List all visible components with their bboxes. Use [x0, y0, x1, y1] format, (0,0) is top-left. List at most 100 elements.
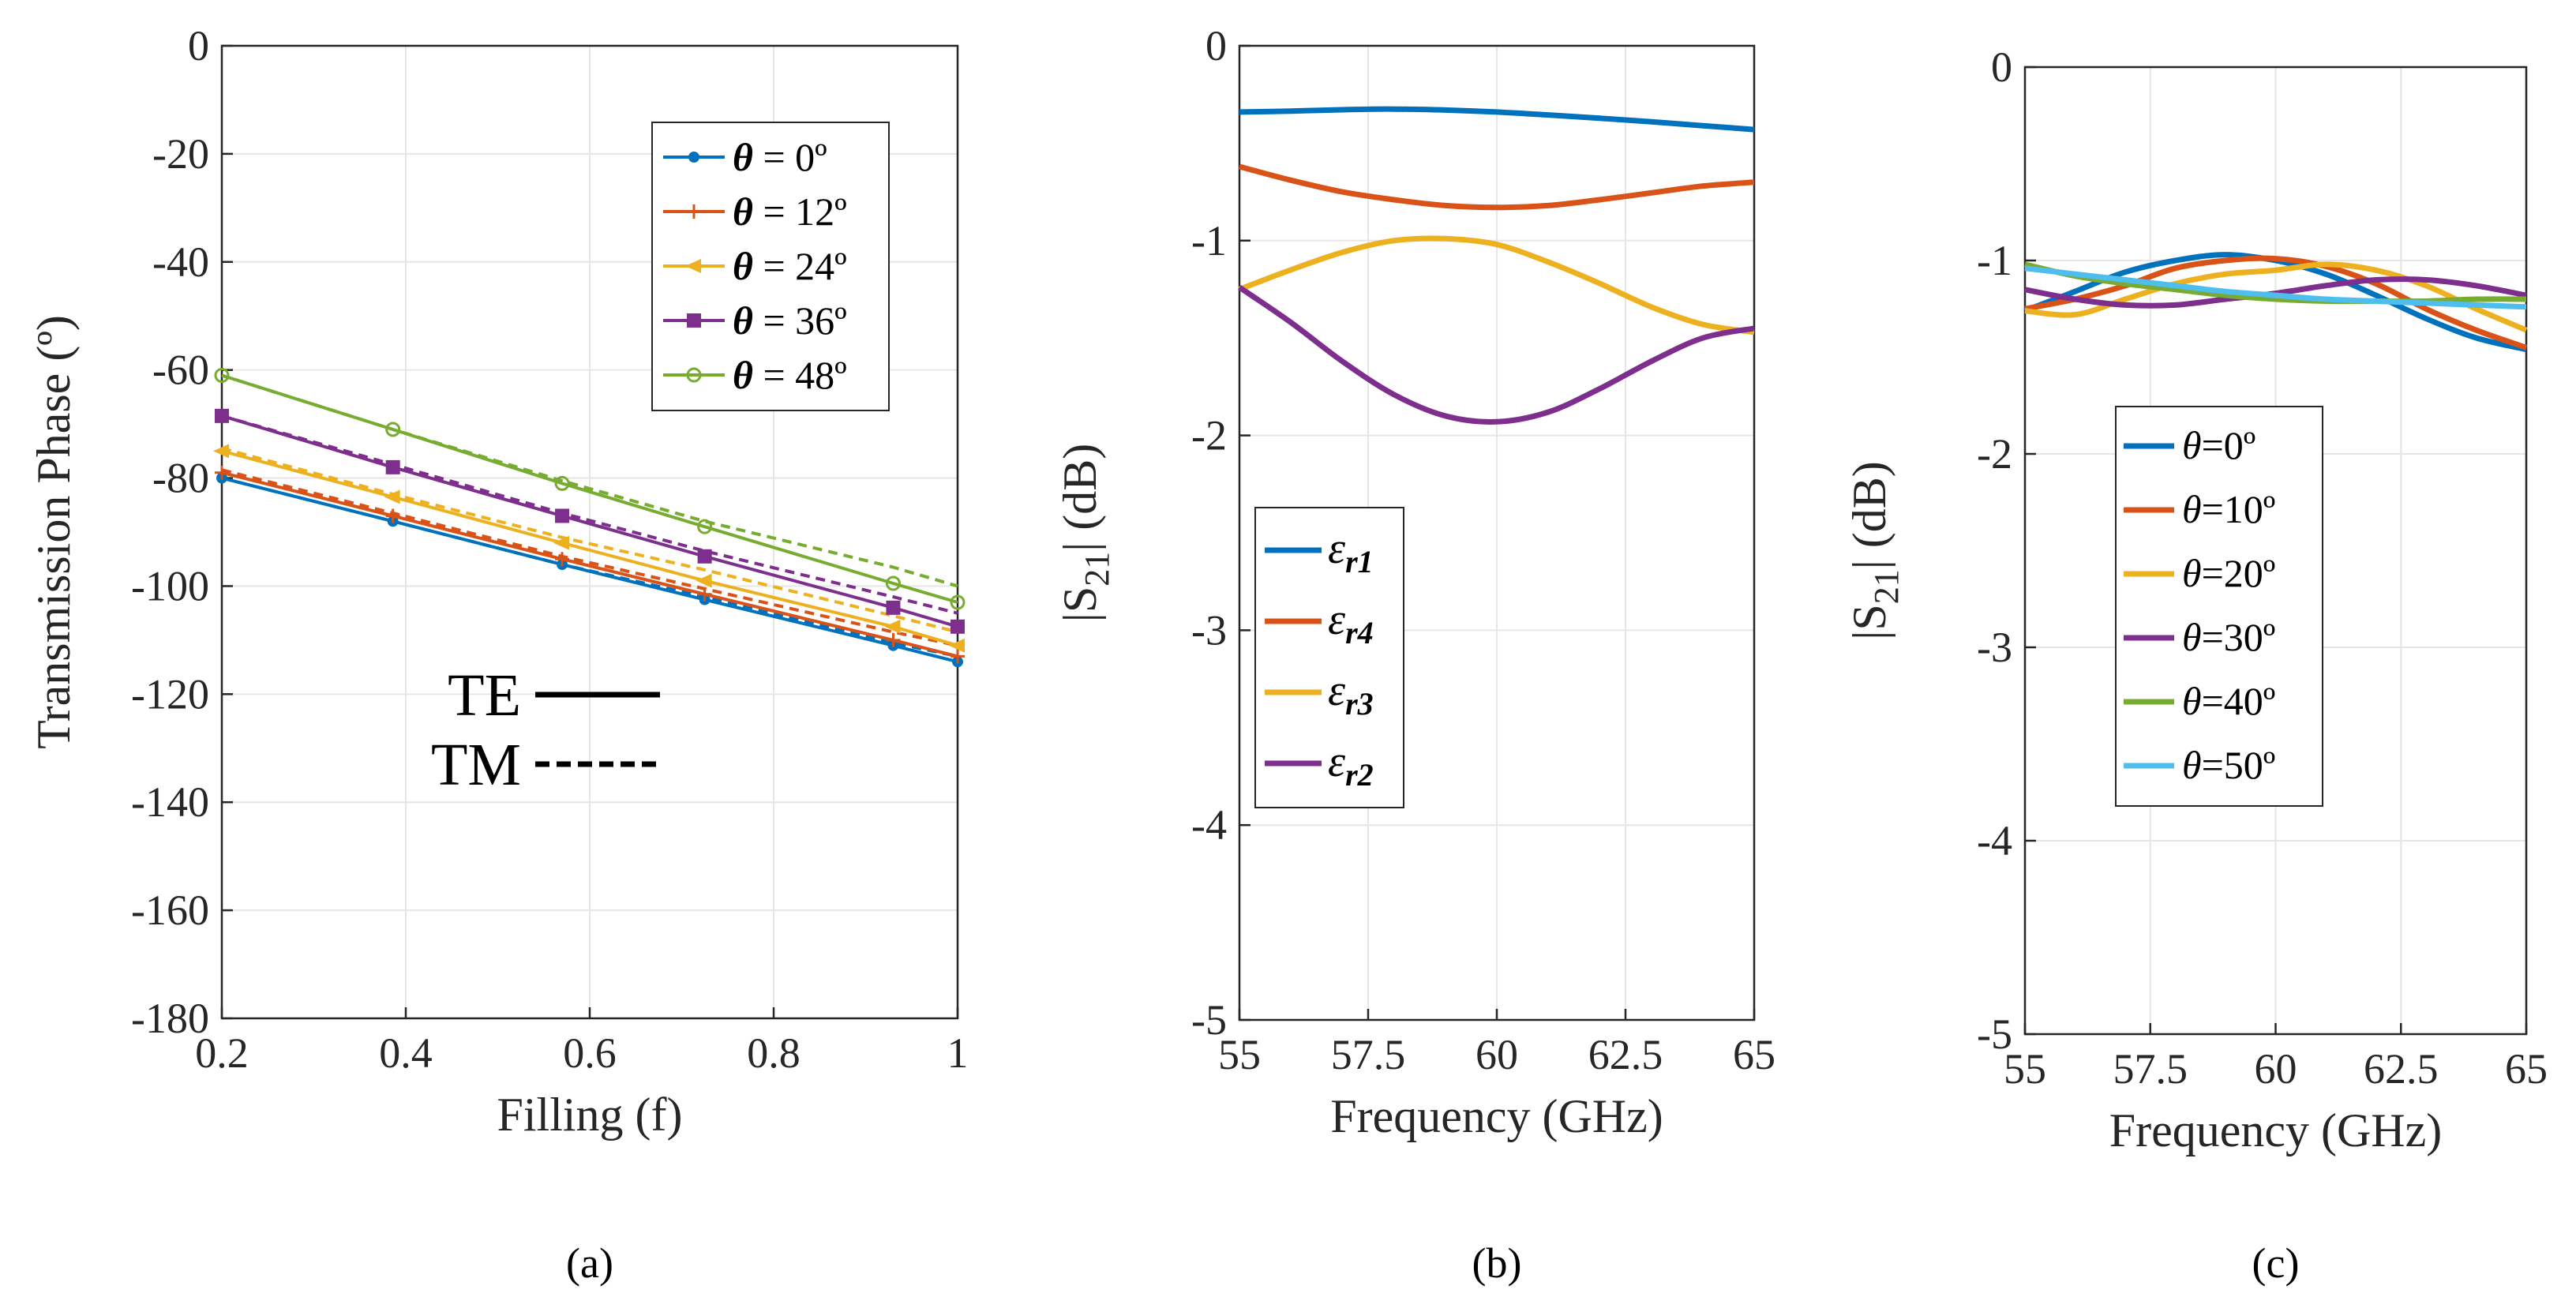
legend-marker	[687, 204, 701, 219]
legend-marker	[688, 152, 699, 163]
x-axis-label: Frequency (GHz)	[1330, 1090, 1663, 1142]
x-tick-label: 55	[2004, 1045, 2046, 1093]
style-legend-label-tm: TM	[431, 732, 521, 798]
data-point	[384, 489, 400, 504]
legend-label: εr4	[1328, 595, 1374, 650]
x-tick-label: 65	[1733, 1031, 1775, 1078]
data-point	[215, 465, 229, 480]
legend-box	[2115, 406, 2323, 807]
y-axis-label-sub: 21	[1867, 569, 1906, 604]
data-point	[951, 649, 965, 664]
legend-rest: =0º	[2202, 423, 2256, 467]
legend-theta: θ	[2182, 487, 2202, 531]
x-tick-label: 62.5	[2364, 1045, 2439, 1093]
legend-label: θ=0º	[2182, 423, 2255, 467]
y-tick-label: 0	[1206, 22, 1227, 69]
y-tick-label: -60	[152, 347, 209, 394]
y-axis-label-part: | (dB)	[1054, 444, 1106, 552]
legend-theta: θ	[2182, 743, 2202, 787]
y-tick-label: -4	[1977, 817, 2012, 864]
series-line	[1239, 106, 1755, 133]
data-point	[884, 619, 901, 634]
x-tick-label: 1	[947, 1029, 969, 1077]
panel-caption: (a)	[566, 1239, 613, 1287]
data-point	[553, 535, 570, 550]
panel-caption: (c)	[2252, 1239, 2300, 1287]
x-tick-label: 0.2	[195, 1029, 249, 1077]
plot-frame	[220, 44, 959, 1020]
y-axis-label-part: |S	[1843, 604, 1895, 639]
x-tick-label: 0.4	[379, 1029, 433, 1077]
y-tick-label: -100	[131, 562, 209, 609]
y-tick-label: -40	[152, 238, 209, 286]
y-tick-label: -140	[131, 778, 209, 826]
y-axis-label: |S21| (dB)	[1054, 444, 1116, 622]
data-point	[886, 600, 901, 615]
data-point	[951, 619, 965, 634]
chart-panel-a: 0.2 0.4 0.6 0.8 1 0 -20 -40 -60 -80 -100 -120 -140 -1…	[28, 22, 969, 1287]
data-point	[950, 594, 966, 610]
x-tick-label: 60	[1475, 1031, 1518, 1078]
y-axis-label-sub: 21	[1078, 552, 1116, 587]
data-point	[555, 552, 570, 567]
series-line-te	[221, 449, 958, 647]
data-point	[385, 508, 400, 523]
data-point	[697, 549, 712, 564]
plot-frame	[1238, 44, 1756, 1021]
legend-subscript: r3	[1345, 686, 1374, 722]
legend-theta: θ	[2182, 423, 2202, 467]
legend-marker	[687, 313, 701, 328]
data-point	[554, 475, 570, 491]
legend-rest: =20º	[2202, 551, 2276, 595]
legend-rest: = 12º	[753, 189, 847, 234]
y-axis-label-part: | (dB)	[1843, 461, 1895, 569]
legend-label: θ = 36º	[733, 298, 847, 343]
legend-label: θ = 24º	[733, 244, 847, 288]
series-line-tm	[221, 446, 958, 634]
legend-rest: = 36º	[753, 298, 847, 343]
legend-rest: = 0º	[753, 135, 827, 179]
data-point	[385, 459, 400, 474]
legend-label: εr2	[1328, 737, 1374, 793]
y-tick-label: -2	[1191, 412, 1227, 459]
legend-label: εr1	[1328, 524, 1374, 579]
x-tick-label: 55	[1218, 1031, 1261, 1078]
series-line-tm	[221, 414, 958, 615]
legend-rest: = 24º	[753, 244, 847, 288]
legend-box	[1254, 507, 1404, 808]
x-axis-label: Frequency (GHz)	[2109, 1104, 2443, 1156]
legend-theta: θ	[2182, 615, 2202, 659]
legend-marker	[685, 259, 701, 273]
y-tick-label: 0	[188, 22, 209, 69]
x-tick-label: 62.5	[1588, 1031, 1663, 1078]
data-point	[696, 573, 712, 588]
legend-rest: =10º	[2202, 487, 2276, 531]
y-tick-label: -20	[152, 130, 209, 178]
data-point	[885, 575, 901, 591]
y-tick-label: -180	[131, 995, 209, 1042]
legend-label: θ = 48º	[733, 353, 847, 397]
series-line-te	[221, 470, 958, 658]
series-line	[1239, 163, 1755, 211]
legend-epsilon: ε	[1328, 737, 1346, 786]
series-line-te	[221, 373, 958, 604]
legend-theta: θ	[733, 135, 753, 179]
legend-epsilon: ε	[1328, 524, 1346, 573]
legend-rest: =40º	[2202, 679, 2276, 723]
x-tick-label: 65	[2505, 1045, 2548, 1093]
legend-subscript: r2	[1345, 757, 1374, 793]
x-tick-label: 0.6	[563, 1029, 617, 1077]
chart-panel-b: 55 57.5 60 62.5 65 0 -1 -2 -3 -4 -5 Frequency (GHz)…	[1054, 22, 1775, 1287]
series-line-tm	[221, 468, 958, 647]
data-point	[886, 632, 901, 647]
data-point	[385, 422, 401, 437]
y-tick-label: -1	[1977, 237, 2012, 284]
series-line-te	[221, 414, 958, 628]
x-tick-label: 57.5	[2113, 1045, 2188, 1093]
data-point	[555, 508, 570, 523]
legend-epsilon: ε	[1328, 595, 1346, 644]
y-tick-label: -5	[1977, 1010, 2012, 1058]
legend-theta: θ	[2182, 679, 2202, 723]
